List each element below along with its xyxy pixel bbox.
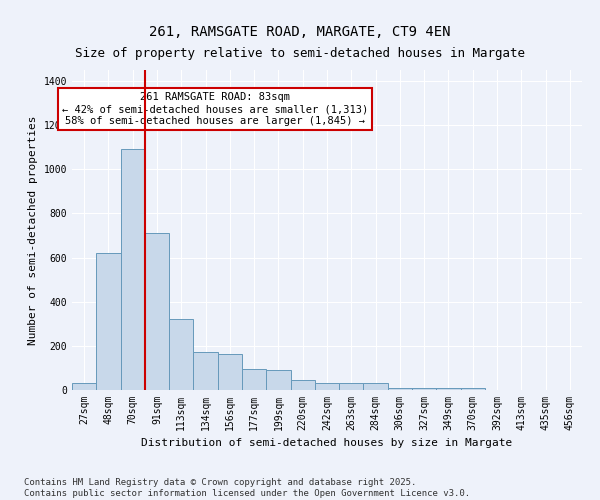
Bar	[290, 380, 315, 390]
Bar	[121, 150, 145, 390]
Bar	[436, 388, 461, 390]
Text: 261, RAMSGATE ROAD, MARGATE, CT9 4EN: 261, RAMSGATE ROAD, MARGATE, CT9 4EN	[149, 25, 451, 39]
Bar	[218, 354, 242, 390]
Bar	[339, 384, 364, 390]
Bar	[266, 370, 290, 390]
Text: Contains HM Land Registry data © Crown copyright and database right 2025.
Contai: Contains HM Land Registry data © Crown c…	[24, 478, 470, 498]
Bar	[412, 388, 436, 390]
Text: Size of property relative to semi-detached houses in Margate: Size of property relative to semi-detach…	[75, 48, 525, 60]
Bar	[315, 384, 339, 390]
Y-axis label: Number of semi-detached properties: Number of semi-detached properties	[28, 116, 38, 345]
Bar	[193, 352, 218, 390]
Bar	[364, 384, 388, 390]
X-axis label: Distribution of semi-detached houses by size in Margate: Distribution of semi-detached houses by …	[142, 438, 512, 448]
Bar	[461, 388, 485, 390]
Bar	[388, 388, 412, 390]
Bar	[72, 384, 96, 390]
Text: 261 RAMSGATE ROAD: 83sqm
← 42% of semi-detached houses are smaller (1,313)
58% o: 261 RAMSGATE ROAD: 83sqm ← 42% of semi-d…	[62, 92, 368, 126]
Bar	[145, 234, 169, 390]
Bar	[96, 253, 121, 390]
Bar	[242, 369, 266, 390]
Bar	[169, 320, 193, 390]
